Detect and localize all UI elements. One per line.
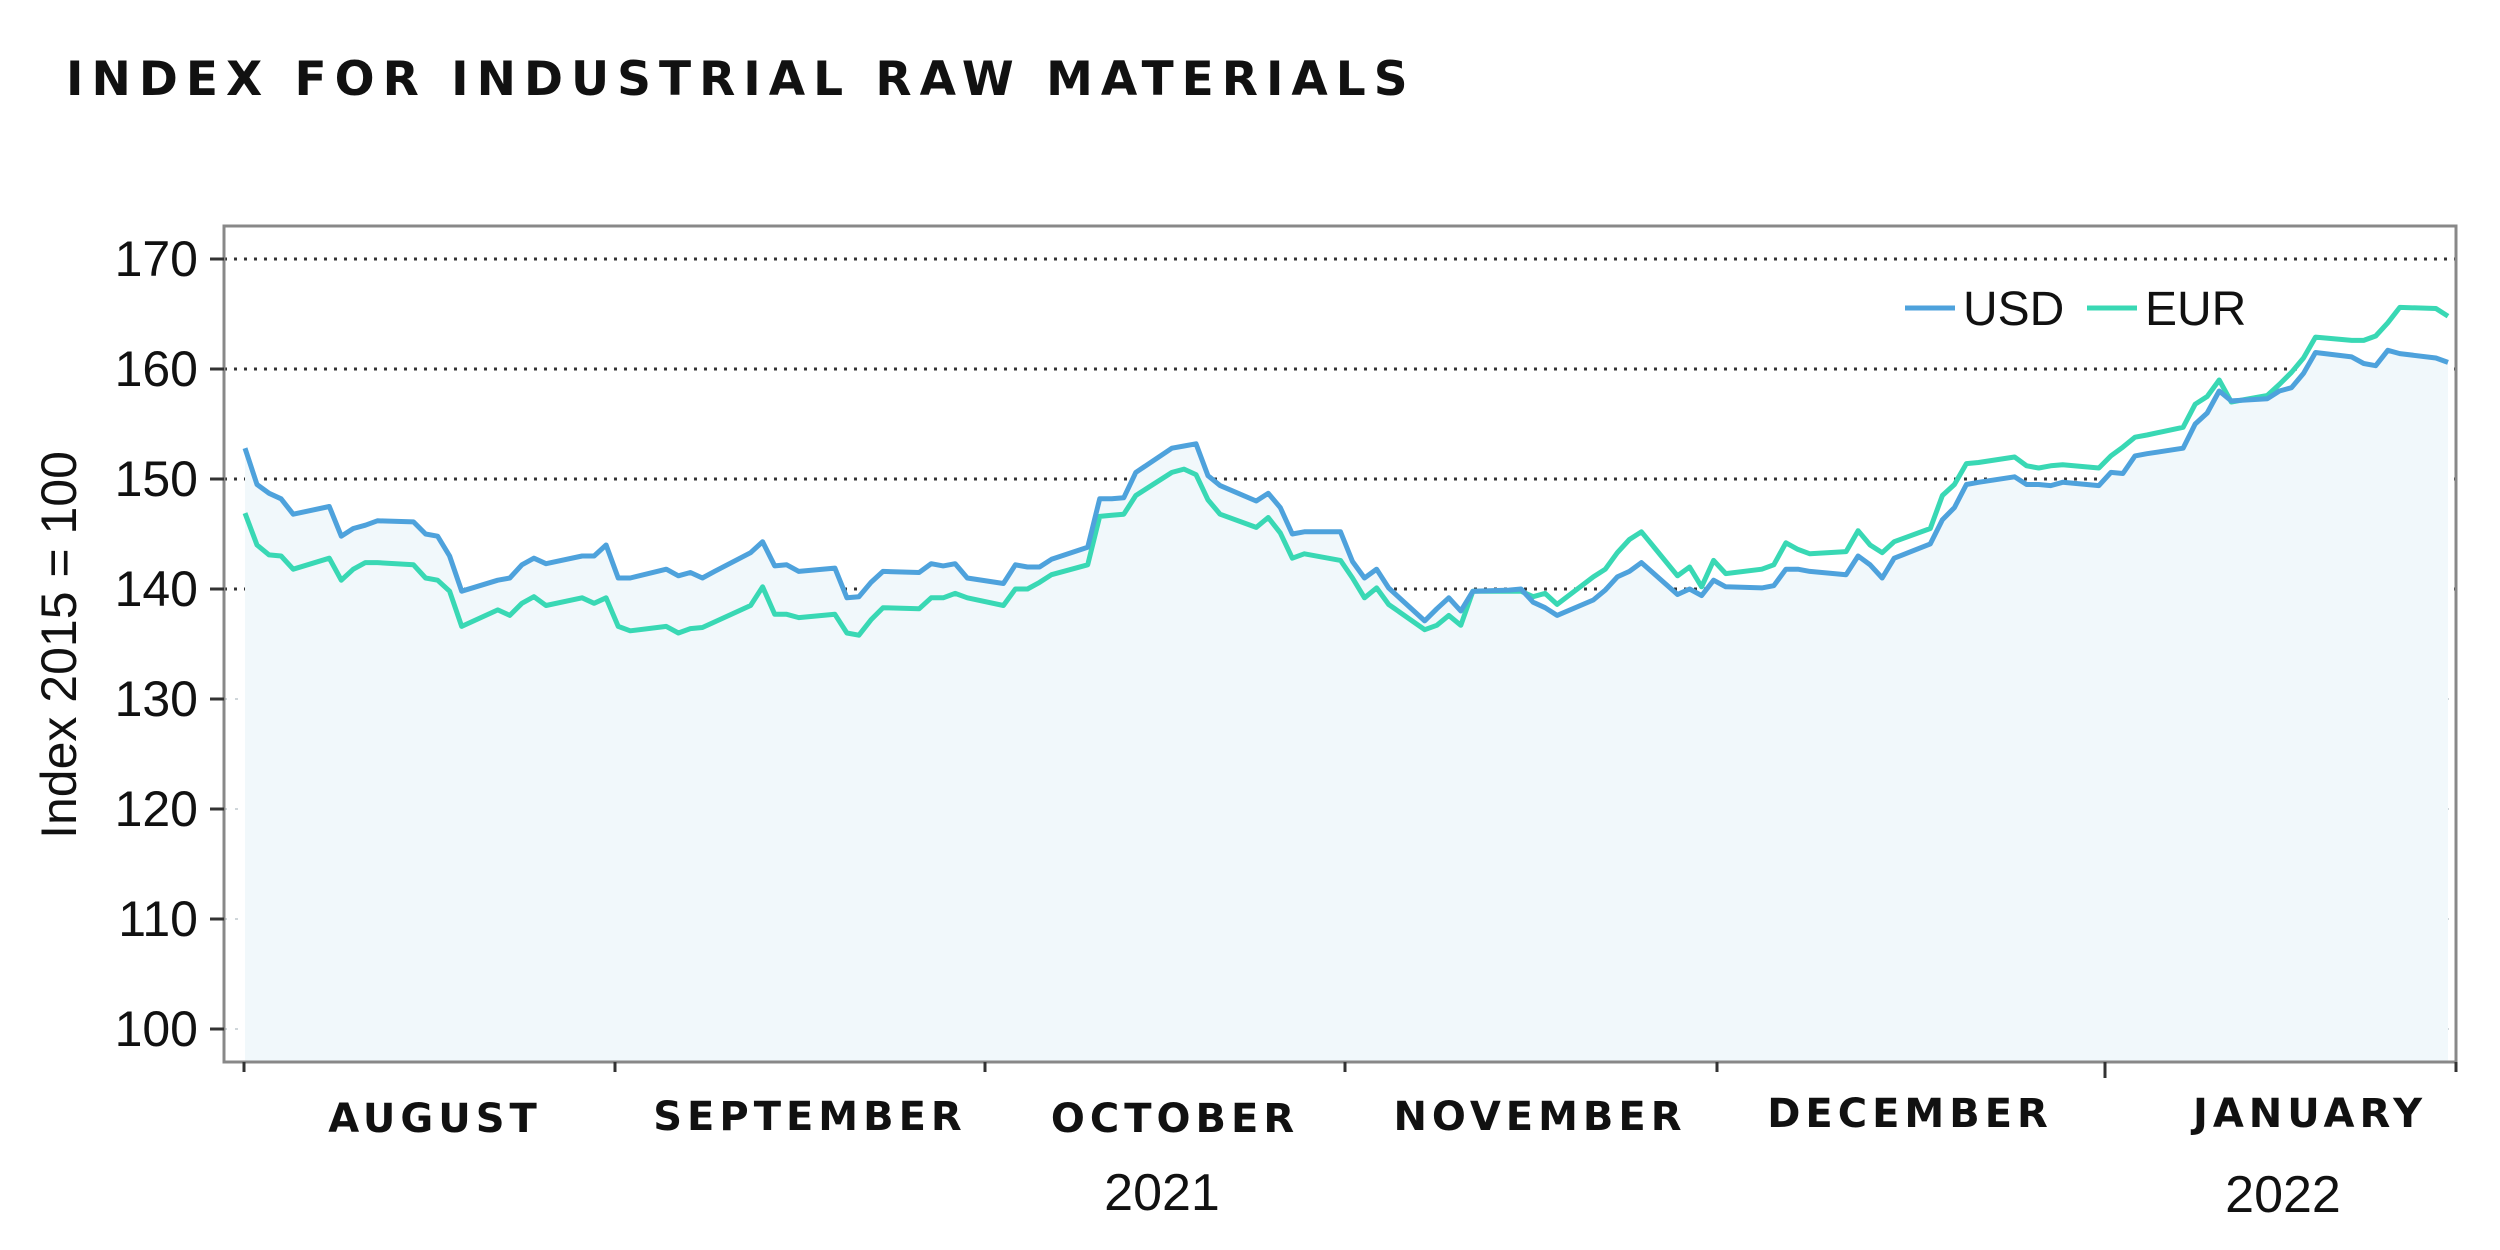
series-line-eur [242,304,2450,638]
x-month-label-january: JANUARY [2190,1091,2427,1137]
y-tick-label: 120 [115,781,198,837]
usd-area-fill [245,350,2448,1062]
series-line-usd [242,347,2449,624]
x-year-label-2021: 2021 [1104,1164,1220,1222]
y-tick-label: 110 [118,891,198,947]
legend-eur-label: EUR [2145,283,2246,336]
x-month-label-december: DECEMBER [1767,1091,2053,1137]
y-tick-label: 130 [115,671,198,727]
y-axis: 100 110 120 130 140 150 160 170 [115,231,224,1057]
y-tick-label: 170 [115,231,198,287]
y-tick-label: 100 [115,1001,198,1057]
legend: USD EUR [1905,283,2246,336]
legend-usd-label: USD [1963,283,2064,336]
x-month-label-october: OCTOBER [1051,1096,1299,1142]
y-tick-label: 160 [115,341,198,397]
x-axis: AUGUST SEPTEMBER OCTOBER NOVEMBER DECEMBER JA… [242,1062,2458,1224]
x-year-label-2022: 2022 [2225,1166,2341,1224]
series-lines [242,304,2450,638]
x-month-label-september: SEPTEMBER [653,1094,966,1140]
plot-frame [222,224,2458,1064]
x-month-label-november: NOVEMBER [1393,1094,1686,1140]
x-month-label-august: AUGUST [328,1096,542,1142]
y-tick-label: 150 [115,451,198,507]
y-tick-label: 140 [115,561,198,617]
y-axis-label: Index 2015 = 100 [31,451,87,839]
chart-title: INDEX FOR INDUSTRIAL RAW MATERIALS [66,52,1416,107]
